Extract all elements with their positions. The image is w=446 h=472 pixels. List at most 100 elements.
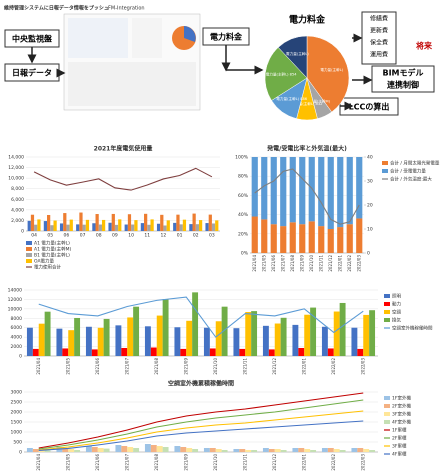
- bar: [304, 449, 311, 452]
- bar: [239, 348, 246, 356]
- bar: [91, 447, 98, 452]
- bar: [27, 220, 31, 231]
- bar: [261, 157, 268, 220]
- bar: [189, 224, 193, 231]
- fee-label: 電力料金: [210, 32, 243, 42]
- x-tick-label: 05: [47, 233, 53, 239]
- bar: [76, 224, 80, 231]
- bar: [69, 219, 73, 231]
- bar: [68, 330, 75, 356]
- x-tick-label: 2021/11: [318, 255, 323, 272]
- bar: [134, 220, 138, 231]
- monitor-label: 中央監視盤: [12, 34, 53, 44]
- subtitle: FM-Integration: [108, 6, 145, 12]
- x-tick-label: 2021/11: [242, 454, 247, 471]
- bar: [327, 448, 334, 452]
- bar: [32, 449, 39, 452]
- tick-label: 0%: [241, 251, 249, 257]
- bar: [318, 157, 325, 227]
- x-tick-label: 2021/04: [252, 255, 257, 272]
- bar: [127, 317, 134, 356]
- bar: [162, 447, 169, 452]
- line: [254, 168, 360, 225]
- tick-label: 8000: [11, 316, 23, 322]
- bar: [37, 219, 41, 231]
- cost-label: 保全費: [370, 39, 388, 47]
- bar: [101, 219, 106, 231]
- x-tick-label: 2021/07: [280, 255, 285, 272]
- bar: [111, 213, 115, 231]
- bar: [95, 214, 99, 231]
- daily-label: 日報データ: [12, 68, 52, 78]
- legend-swatch: [26, 241, 32, 245]
- slice-label: 電力量(主幹L) 832: [292, 101, 323, 106]
- bar: [205, 223, 209, 231]
- bar: [318, 226, 325, 253]
- tick-label: 0: [367, 251, 370, 257]
- x-tick-label: 07: [80, 233, 86, 239]
- x-tick-label: 2022/02: [331, 454, 336, 471]
- legend-swatch: [384, 318, 390, 322]
- bar: [245, 312, 252, 356]
- x-tick-label: 2022/02: [331, 358, 336, 375]
- bar: [203, 327, 210, 356]
- legend-swatch: [384, 396, 390, 400]
- tick-label: 0: [21, 229, 24, 235]
- legend-swatch: [382, 169, 388, 173]
- bar: [233, 449, 240, 452]
- bar: [310, 307, 317, 356]
- tick-label: 4000: [11, 335, 23, 341]
- bar: [68, 449, 75, 452]
- lcc-label: LCCの算出: [349, 102, 390, 112]
- bar: [147, 224, 151, 231]
- bar: [34, 224, 38, 231]
- tick-label: 80%: [238, 174, 249, 180]
- bar: [103, 318, 110, 356]
- bar: [262, 325, 269, 356]
- bar: [38, 323, 45, 356]
- bar: [198, 220, 203, 231]
- legend-label: 動力: [392, 301, 401, 308]
- legend-label: A1 電力量(主幹L): [34, 240, 70, 247]
- pie-slice: [264, 47, 308, 101]
- legend-swatch: [26, 253, 32, 257]
- slice-label: 電力量(主幹L) 886: [276, 96, 307, 101]
- bar: [351, 327, 358, 356]
- tick-label: 2000: [11, 344, 23, 350]
- legend-label: 換気: [392, 317, 401, 324]
- x-tick-label: 2021/10: [213, 358, 218, 375]
- bar: [121, 446, 128, 452]
- bar: [103, 448, 110, 452]
- bim-label: BIMモデル: [382, 68, 423, 78]
- bar: [43, 221, 48, 231]
- x-tick-label: 11: [144, 233, 150, 239]
- bar: [174, 327, 181, 356]
- bar: [74, 317, 81, 356]
- x-tick-label: 2022/03: [360, 358, 365, 375]
- bar: [124, 224, 128, 231]
- x-tick-label: 2022/03: [360, 454, 365, 471]
- bar: [85, 219, 90, 231]
- tick-label: 6,000: [11, 197, 24, 203]
- bar: [121, 347, 128, 356]
- legend-label: 合計 / 外気温度:最大: [390, 176, 432, 183]
- legend-swatch: [26, 259, 32, 263]
- bar: [26, 448, 33, 452]
- legend-swatch: [26, 247, 32, 251]
- bar: [357, 348, 364, 356]
- legend-label: 合計 / 月間太陽光発電量: [390, 160, 440, 167]
- future-label: 将来: [416, 41, 433, 51]
- tick-label: 0: [19, 450, 22, 456]
- x-tick-label: 2021/11: [242, 358, 247, 375]
- bar: [91, 349, 98, 356]
- bar: [274, 323, 281, 356]
- x-tick-label: 2022/02: [347, 255, 352, 272]
- x-tick-label: 02: [193, 233, 199, 239]
- bar: [299, 157, 306, 225]
- bar: [133, 448, 140, 452]
- bar: [327, 348, 334, 356]
- bar: [186, 320, 193, 356]
- x-tick-label: 03: [209, 233, 215, 239]
- bar: [66, 224, 70, 231]
- tick-label: 1000: [11, 430, 23, 436]
